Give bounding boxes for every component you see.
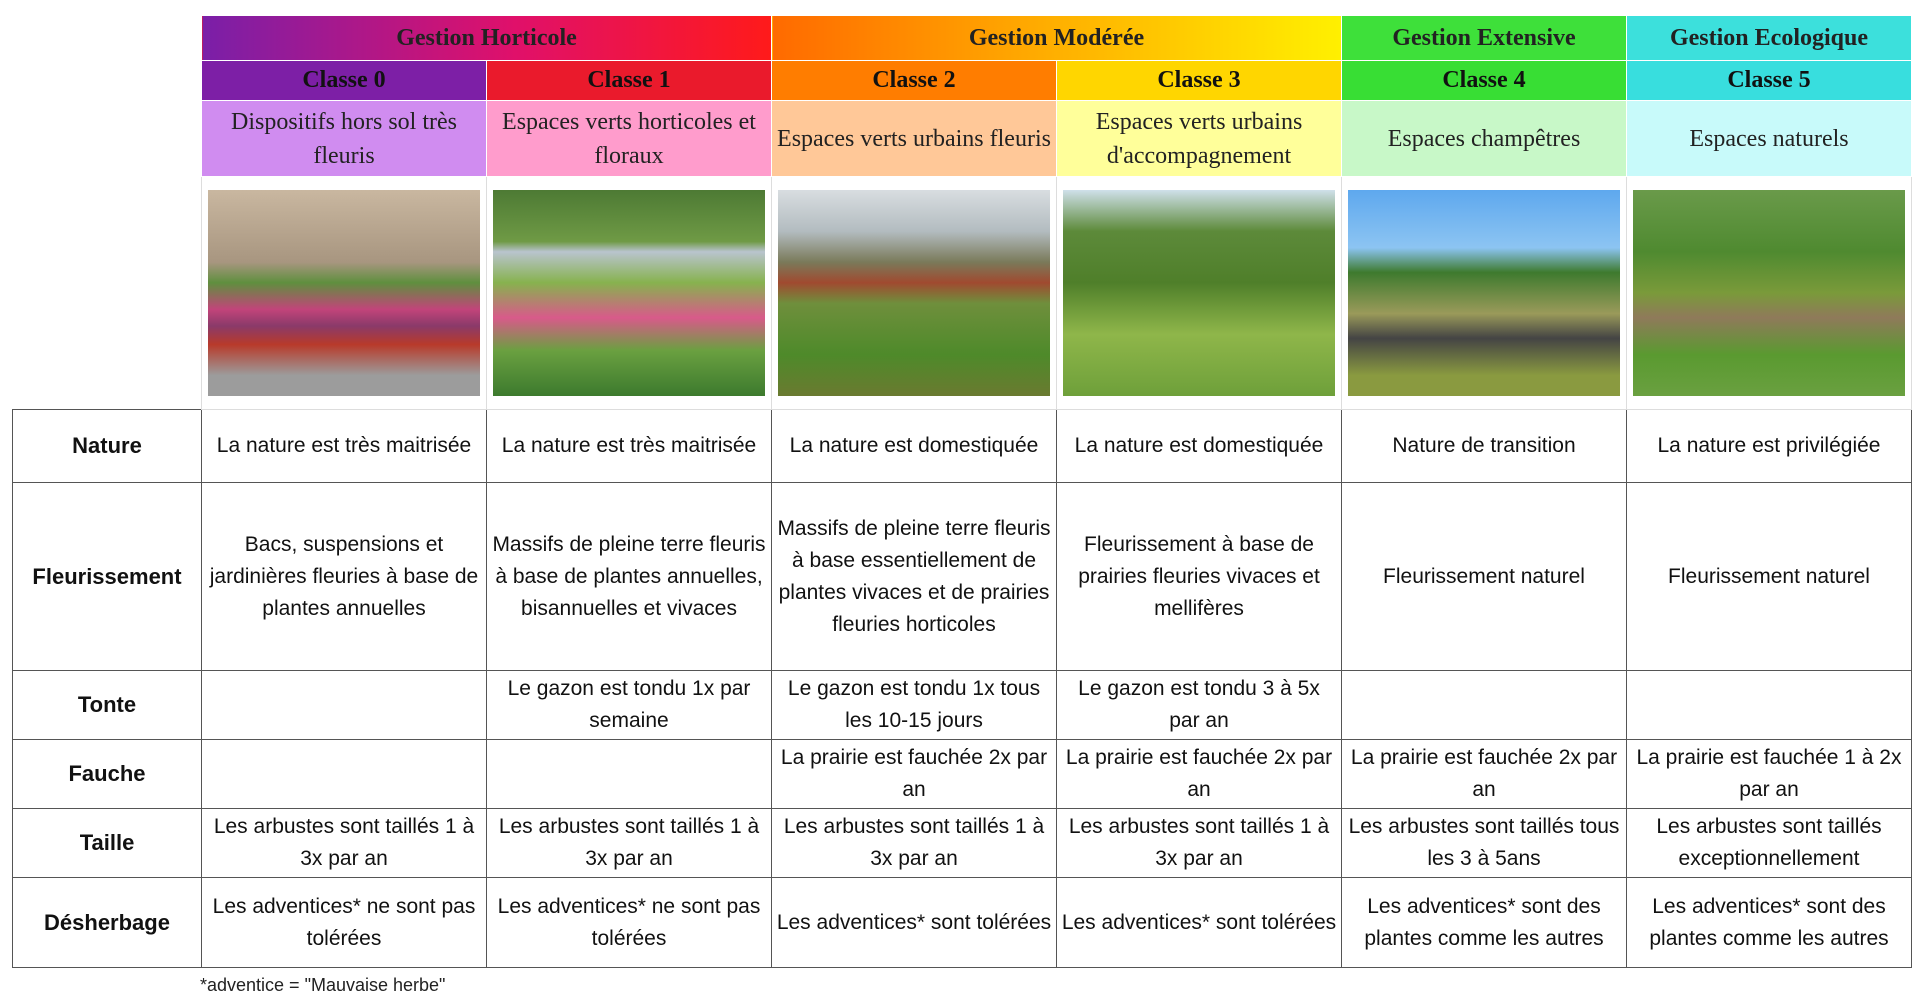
row-label: Fleurissement	[12, 482, 202, 671]
row-label: Taille	[12, 808, 202, 878]
class-row: Classe 0 Classe 1 Classe 2 Classe 3 Classe 4…	[13, 60, 1912, 101]
table-cell: Fleurissement naturel	[1341, 482, 1627, 671]
management-table: Gestion Horticole Gestion Modérée Gestio…	[12, 15, 1912, 968]
class-header: Classe 1	[486, 60, 772, 101]
photo	[1633, 190, 1905, 396]
row-label: Tonte	[12, 670, 202, 740]
row-label: Nature	[12, 409, 202, 483]
table-cell: Le gazon est tondu 1x tous les 10-15 jou…	[771, 670, 1057, 740]
table-cell: La nature est très maitrisée	[486, 409, 772, 483]
table-cell: Les adventices* sont tolérées	[771, 877, 1057, 968]
class-header: Classe 5	[1626, 60, 1912, 101]
table-row: Fleurissement Bacs, suspensions et jardin…	[12, 482, 1912, 671]
table-row: Tonte Le gazon est tondu 1x par semaine Le…	[12, 670, 1912, 740]
group-header: Gestion Modérée	[771, 15, 1342, 61]
table-cell: Les arbustes sont taillés 1 à 3x par an	[486, 808, 772, 878]
table-cell: Fleurissement à base de prairies fleurie…	[1056, 482, 1342, 671]
photo-cell	[1341, 176, 1627, 410]
table-cell: Les arbustes sont taillés 1 à 3x par an	[1056, 808, 1342, 878]
table-cell: Nature de transition	[1341, 409, 1627, 483]
photo-cell	[1626, 176, 1912, 410]
table-cell: La nature est très maitrisée	[201, 409, 487, 483]
table-cell	[201, 739, 487, 809]
description-row: Dispositifs hors sol très fleuris Espaces…	[13, 100, 1912, 177]
class-header: Classe 4	[1341, 60, 1627, 101]
photo	[1063, 190, 1335, 396]
table-cell: Le gazon est tondu 3 à 5x par an	[1056, 670, 1342, 740]
table-row: Désherbage Les adventices* ne sont pas to…	[12, 877, 1912, 968]
row-label: Désherbage	[12, 877, 202, 968]
table-cell: Les adventices* sont tolérées	[1056, 877, 1342, 968]
table-cell: Le gazon est tondu 1x par semaine	[486, 670, 772, 740]
class-description: Espaces naturels	[1626, 100, 1912, 177]
table-cell: La prairie est fauchée 2x par an	[1341, 739, 1627, 809]
table-cell: Massifs de pleine terre fleuris à base e…	[771, 482, 1057, 671]
table-cell: La prairie est fauchée 2x par an	[1056, 739, 1342, 809]
class-description: Dispositifs hors sol très fleuris	[201, 100, 487, 177]
class-description: Espaces champêtres	[1341, 100, 1627, 177]
table-cell: Les adventices* sont des plantes comme l…	[1626, 877, 1912, 968]
table-cell: Les arbustes sont taillés tous les 3 à 5…	[1341, 808, 1627, 878]
table-cell	[201, 670, 487, 740]
table-cell: Les arbustes sont taillés exceptionnelle…	[1626, 808, 1912, 878]
class-header: Classe 0	[201, 60, 487, 101]
table-cell: Les arbustes sont taillés 1 à 3x par an	[771, 808, 1057, 878]
group-header: Gestion Ecologique	[1626, 15, 1912, 61]
table-cell: Les adventices* ne sont pas tolérées	[486, 877, 772, 968]
photo	[1348, 190, 1620, 396]
group-header: Gestion Horticole	[201, 15, 772, 61]
table-cell	[1341, 670, 1627, 740]
photo-cell	[1056, 176, 1342, 410]
table-cell: La prairie est fauchée 1 à 2x par an	[1626, 739, 1912, 809]
table-cell: Les adventices* ne sont pas tolérées	[201, 877, 487, 968]
footnote: *adventice = "Mauvaise herbe"	[200, 975, 446, 995]
photo-cell	[486, 176, 772, 410]
group-header: Gestion Extensive	[1341, 15, 1627, 61]
table-cell: La nature est domestiquée	[1056, 409, 1342, 483]
table-cell: La nature est privilégiée	[1626, 409, 1912, 483]
class-header: Classe 2	[771, 60, 1057, 101]
table-cell	[1626, 670, 1912, 740]
class-description: Espaces verts urbains fleuris	[771, 100, 1057, 177]
row-label: Fauche	[12, 739, 202, 809]
table-cell: Massifs de pleine terre fleuris à base d…	[486, 482, 772, 671]
table-row: Fauche La prairie est fauchée 2x par an La…	[12, 739, 1912, 809]
table-cell: La prairie est fauchée 2x par an	[771, 739, 1057, 809]
photo-row	[13, 176, 1912, 410]
table-cell: Les adventices* sont des plantes comme l…	[1341, 877, 1627, 968]
photo-cell	[201, 176, 487, 410]
class-description: Espaces verts horticoles et floraux	[486, 100, 772, 177]
table-cell: La nature est domestiquée	[771, 409, 1057, 483]
table-cell	[486, 739, 772, 809]
table-cell: Bacs, suspensions et jardinières fleurie…	[201, 482, 487, 671]
table-row: Taille Les arbustes sont taillés 1 à 3x p…	[12, 808, 1912, 878]
photo	[778, 190, 1050, 396]
photo-cell	[771, 176, 1057, 410]
photo	[493, 190, 765, 396]
photo	[208, 190, 480, 396]
group-row: Gestion Horticole Gestion Modérée Gestio…	[13, 15, 1912, 61]
class-description: Espaces verts urbains d'accompagnement	[1056, 100, 1342, 177]
table-row: Nature La nature est très maitrisée La nat…	[12, 409, 1912, 483]
table-cell: Fleurissement naturel	[1626, 482, 1912, 671]
class-header: Classe 3	[1056, 60, 1342, 101]
table-cell: Les arbustes sont taillés 1 à 3x par an	[201, 808, 487, 878]
